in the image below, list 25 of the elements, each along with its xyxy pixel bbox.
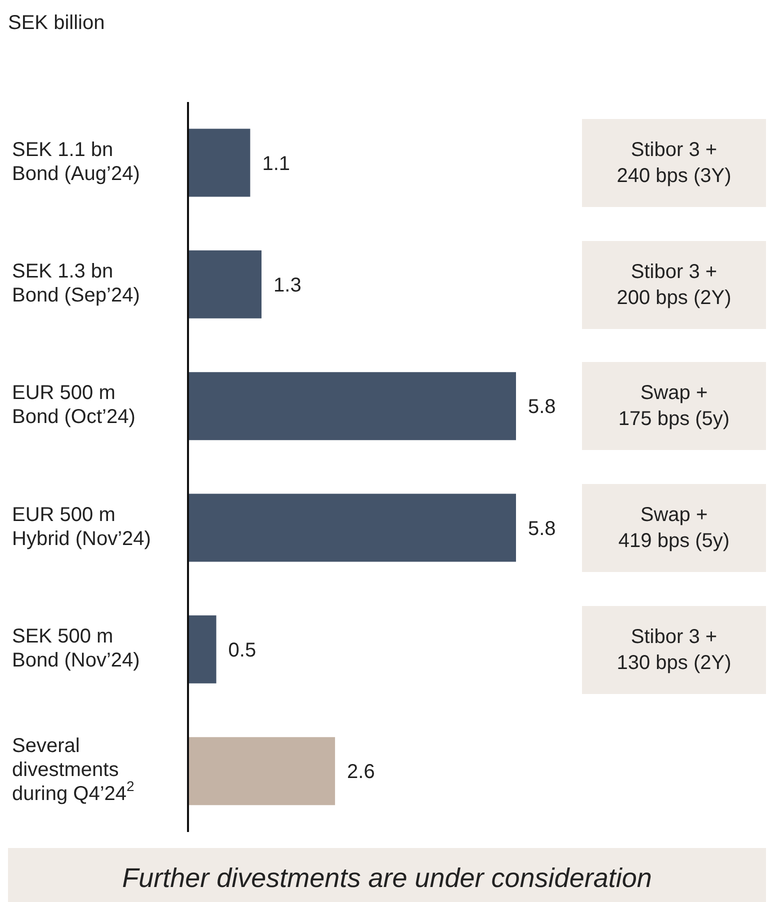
y-tick-label: SEK 500 m Bond (Nov’24) <box>12 626 140 672</box>
chart-title: SEK billion <box>8 11 106 36</box>
bar <box>188 737 336 806</box>
y-tick-label: EUR 500 m Hybrid (Nov’24) <box>12 504 151 550</box>
text: Swap + 419 bps (5y) <box>582 484 766 572</box>
text: Stibor 3 + 200 bps (2Y) <box>582 240 766 328</box>
y-tick-label: Several divestments during Q4’24$^{2}$ <box>12 735 135 806</box>
data-label: 5.8 <box>528 518 556 540</box>
bar <box>188 250 262 318</box>
y-tick-label: EUR 500 m Bond (Oct’24) <box>12 382 136 428</box>
data-label: 1.1 <box>262 152 290 175</box>
bar <box>188 372 516 440</box>
data-label: 0.5 <box>228 640 256 662</box>
text: Stibor 3 + 240 bps (3Y) <box>582 118 766 207</box>
text: Swap + 175 bps (5y) <box>582 362 766 450</box>
text: Stibor 3 + 130 bps (2Y) <box>582 606 766 694</box>
data-label: 1.3 <box>274 274 302 297</box>
data-label: 5.8 <box>528 396 556 418</box>
data-label: 2.6 <box>347 761 375 784</box>
bar <box>188 494 516 562</box>
bar <box>188 128 250 197</box>
y-tick-label: SEK 1.3 bn Bond (Sep’24) <box>12 260 140 307</box>
bar <box>188 615 216 684</box>
text: Further divestments are under consideration <box>8 848 766 902</box>
y-tick-label: SEK 1.1 bn Bond (Aug’24) <box>12 139 140 186</box>
